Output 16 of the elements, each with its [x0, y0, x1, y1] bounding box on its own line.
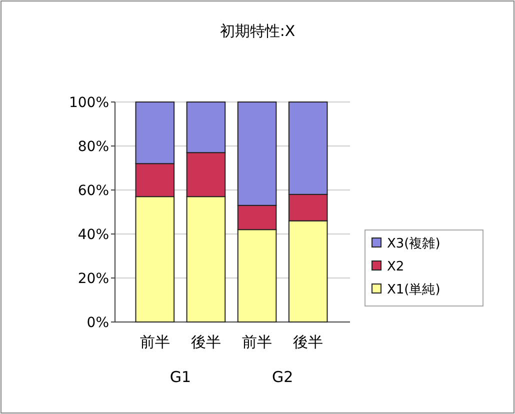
y-tick-label: 0% [86, 314, 109, 331]
text: G2 [272, 368, 294, 386]
legend-label: X2 [387, 260, 404, 275]
x-tick-label: 後半 [293, 333, 324, 351]
y-tick-label: 80% [78, 138, 109, 155]
y-tick-label: 100% [68, 94, 109, 111]
x-tick-label: 後半 [190, 333, 221, 351]
legend-label: X3(複雑) [387, 236, 440, 252]
y-tick-label: 40% [78, 226, 109, 243]
legend-label: X1(単純) [387, 282, 440, 298]
x-tick-label: 前半 [140, 333, 170, 351]
text: G1 [170, 368, 192, 386]
x-tick-label: 前半 [242, 333, 272, 351]
chart-title: 初期特性:X [220, 22, 296, 40]
y-tick-label: 60% [78, 182, 109, 199]
y-tick-label: 20% [78, 270, 109, 287]
